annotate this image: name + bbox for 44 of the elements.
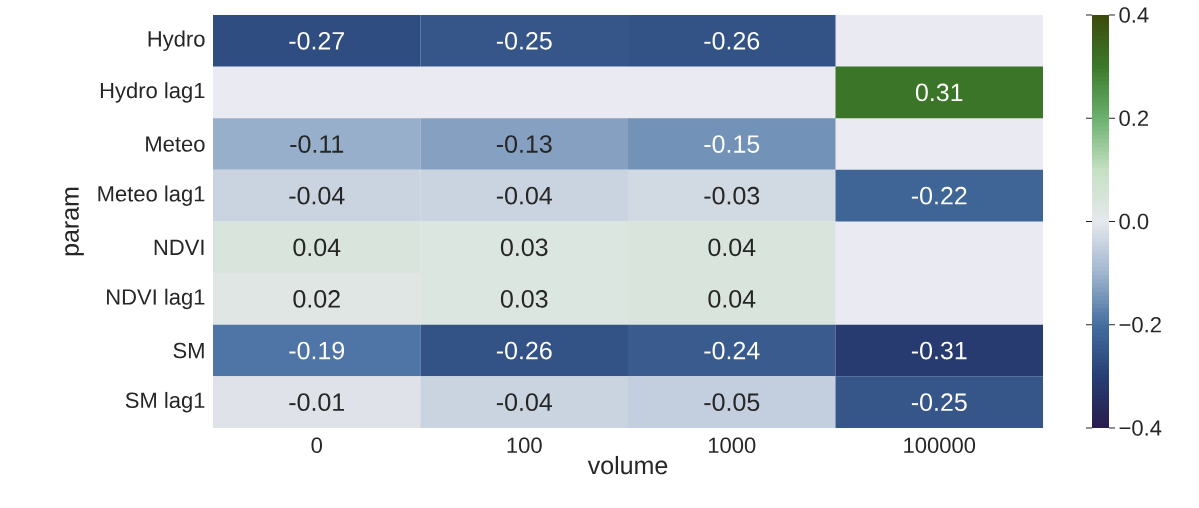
color-bar-label: −0.2	[1119, 316, 1161, 333]
color-bar-label: 0.4	[1119, 7, 1149, 23]
x-tick-label: 0	[311, 437, 323, 454]
y-axis-title: param	[65, 187, 84, 256]
x-tick-label: 100000	[904, 437, 976, 454]
y-tick-label: NDVI lag1	[107, 288, 205, 310]
data-label: -0.04	[289, 186, 345, 205]
data-label: -0.25	[911, 393, 967, 412]
color-bar-label: 0.0	[1119, 213, 1149, 230]
data-label: -0.01	[289, 393, 345, 412]
y-tick-label: SM	[173, 342, 204, 359]
data-label: 0.31	[915, 83, 963, 102]
data-label: 0.04	[708, 238, 756, 257]
data-label: -0.13	[496, 135, 552, 153]
data-label: -0.04	[496, 186, 553, 205]
y-tick-label: Meteo	[146, 136, 205, 152]
data-label: -0.03	[704, 186, 760, 205]
y-tick-label: SM lag1	[125, 391, 205, 413]
x-tick-label: 100	[507, 437, 542, 454]
data-label: -0.27	[289, 31, 344, 50]
y-tick-label: Hydro	[148, 30, 205, 52]
y-tick-label: Hydro lag1	[100, 82, 205, 103]
data-label: 0.02	[293, 290, 340, 308]
data-label: 0.03	[500, 238, 548, 257]
data-label: -0.26	[496, 341, 552, 360]
data-label: 0.04	[293, 238, 341, 257]
data-label: -0.26	[704, 31, 760, 50]
data-label: -0.19	[289, 341, 345, 360]
data-label: -0.31	[911, 341, 967, 360]
data-label: -0.04	[496, 393, 553, 412]
data-label: -0.25	[496, 31, 552, 50]
data-label: 0.04	[708, 290, 756, 308]
x-axis-title: volume	[587, 455, 668, 475]
color-bar-label: 0.2	[1119, 110, 1149, 127]
data-label: -0.11	[290, 135, 344, 153]
data-label: -0.15	[704, 135, 760, 153]
data-label: -0.24	[704, 341, 760, 360]
x-tick-label: 1000	[708, 437, 756, 454]
data-label: -0.22	[911, 186, 967, 205]
color-bar-label: −0.4	[1119, 420, 1162, 436]
y-tick-label: NDVI	[154, 239, 204, 255]
data-label: -0.05	[704, 393, 760, 412]
data-label: 0.03	[500, 290, 548, 308]
y-tick-label: Meteo lag1	[98, 185, 205, 206]
